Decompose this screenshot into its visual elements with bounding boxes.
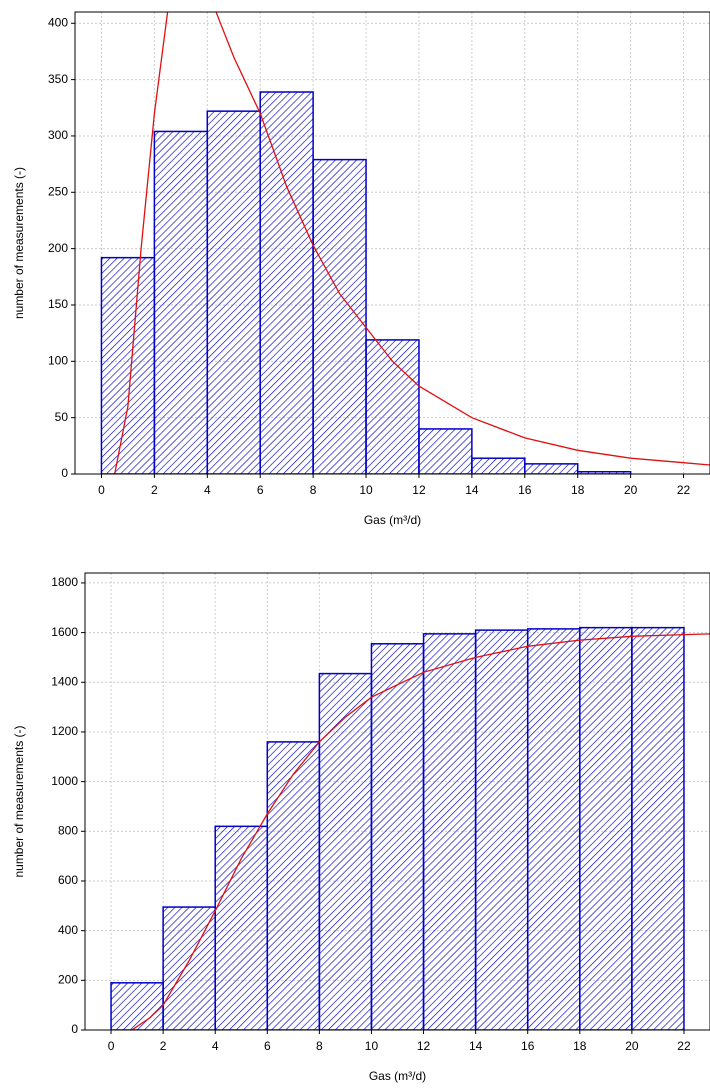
x-tick-label: 0: [98, 483, 105, 497]
bar: [110, 982, 164, 1030]
fit-curve: [131, 633, 710, 1030]
y-axis-label: number of measurements (-): [12, 725, 26, 877]
x-tick-label: 10: [359, 483, 373, 497]
x-tick-label: 18: [571, 483, 585, 497]
y-tick-label: 1600: [51, 625, 78, 639]
y-tick-label: 250: [48, 184, 68, 198]
y-tick-label: 150: [48, 297, 68, 311]
bar: [422, 633, 477, 1030]
y-tick-label: 800: [58, 823, 78, 837]
plot-frame: [74, 11, 710, 475]
x-tick-label: 2: [151, 483, 158, 497]
y-tick-label: 200: [58, 972, 78, 986]
plot: [100, 12, 710, 474]
x-tick-label: 6: [257, 483, 264, 497]
x-tick-label: 8: [316, 1039, 323, 1053]
bar: [418, 428, 473, 474]
x-tick-label: 18: [573, 1039, 587, 1053]
x-tick-label: 2: [160, 1039, 167, 1053]
y-tick-label: 400: [48, 15, 68, 29]
x-tick-label: 12: [417, 1039, 431, 1053]
x-tick-label: 14: [469, 1039, 483, 1053]
bar: [370, 643, 425, 1030]
chart: 0 200 400 600 800 1000 1200 1400 1600 1800 0 2 4 6 8 10…: [12, 572, 710, 1083]
chart: 0 50 100 150 200 250 300 350 400 0 2 4 6 8 10 12 14 16 18 2…: [12, 11, 710, 527]
y-tick-label: 1400: [51, 674, 78, 688]
bar: [474, 629, 529, 1030]
y-tick-label: 0: [71, 1022, 78, 1036]
y-tick-label: 400: [58, 923, 78, 937]
x-tick-label: 10: [365, 1039, 379, 1053]
y-tick-label: 0: [61, 466, 68, 480]
x-tick-label: 22: [677, 1039, 691, 1053]
x-tick-label: 20: [624, 483, 638, 497]
bar: [100, 256, 156, 474]
x-tick-label: 8: [310, 483, 317, 497]
bar: [631, 626, 685, 1030]
x-tick-label: 14: [465, 483, 479, 497]
bar: [526, 628, 581, 1030]
y-tick-label: 300: [48, 128, 68, 142]
x-tick-label: 6: [264, 1039, 271, 1053]
y-tick-label: 100: [48, 353, 68, 367]
x-axis-label: Gas (m³/d): [369, 1069, 426, 1083]
y-tick-label: 50: [55, 410, 69, 424]
x-tick-label: 16: [521, 1039, 535, 1053]
bar: [579, 626, 633, 1030]
y-tick-label: 1200: [51, 724, 78, 738]
x-tick-label: 16: [518, 483, 532, 497]
bar: [365, 339, 420, 474]
plot: [110, 626, 710, 1030]
bar: [206, 110, 261, 474]
x-tick-label: 4: [204, 483, 211, 497]
bar: [214, 825, 269, 1030]
bar: [524, 463, 579, 474]
y-axis-label: number of measurements (-): [12, 167, 26, 319]
x-tick-label: 0: [108, 1039, 115, 1053]
fit-curve: [114, 12, 710, 474]
x-tick-label: 12: [412, 483, 426, 497]
y-tick-label: 600: [58, 873, 78, 887]
y-tick-label: 350: [48, 72, 68, 86]
bar: [153, 130, 209, 474]
plot-frame: [84, 572, 710, 1031]
x-axis-label: Gas (m³/d): [364, 513, 421, 527]
bar: [259, 91, 314, 474]
x-tick-label: 22: [677, 483, 691, 497]
bar: [471, 457, 526, 474]
y-tick-label: 200: [48, 241, 68, 255]
bar: [318, 672, 373, 1030]
x-tick-label: 4: [212, 1039, 219, 1053]
x-tick-label: 20: [625, 1039, 639, 1053]
bar: [266, 741, 321, 1030]
y-tick-label: 1000: [51, 774, 78, 788]
y-tick-label: 1800: [51, 575, 78, 589]
